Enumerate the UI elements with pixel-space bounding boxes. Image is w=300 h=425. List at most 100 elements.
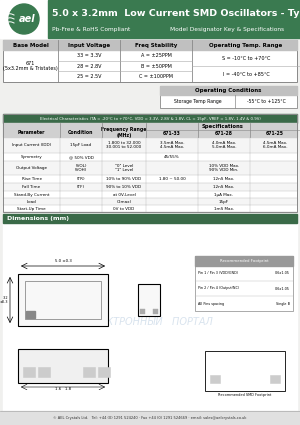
Text: Rise Time: Rise Time xyxy=(22,177,41,181)
Bar xyxy=(205,351,285,391)
Text: 12nS Max.: 12nS Max. xyxy=(213,185,235,189)
Text: Pin 1 / Pin 3 (VDD/GND): Pin 1 / Pin 3 (VDD/GND) xyxy=(198,272,238,275)
Text: 3.5mA Max.
4.5mA Max.: 3.5mA Max. 4.5mA Max. xyxy=(160,141,184,149)
Text: 33 = 3.3V: 33 = 3.3V xyxy=(77,53,101,58)
Bar xyxy=(38,367,50,377)
Text: (TF): (TF) xyxy=(77,185,85,189)
Circle shape xyxy=(9,4,39,34)
Text: 15pF: 15pF xyxy=(219,199,229,204)
Text: 4.0mA Max.
5.0mA Max.: 4.0mA Max. 5.0mA Max. xyxy=(212,141,236,149)
Text: Freq Stability: Freq Stability xyxy=(135,42,177,48)
Text: 12nS Max.: 12nS Max. xyxy=(213,177,235,181)
Text: C(max): C(max) xyxy=(116,199,132,204)
Text: Start-Up Time: Start-Up Time xyxy=(17,207,46,210)
Text: Output Voltage: Output Voltage xyxy=(16,166,47,170)
Text: (TR): (TR) xyxy=(77,177,85,181)
Text: 1.6   1.8: 1.6 1.8 xyxy=(55,387,71,391)
Text: -55°C to +125°C: -55°C to +125°C xyxy=(247,99,286,104)
Text: A = ±25PPM: A = ±25PPM xyxy=(141,53,171,58)
Text: 15pF Load: 15pF Load xyxy=(70,143,92,147)
Bar xyxy=(23,367,35,377)
Text: S = -10°C to +70°C: S = -10°C to +70°C xyxy=(222,56,270,60)
Bar xyxy=(3,153,297,161)
Bar xyxy=(3,198,297,205)
Text: 671-25: 671-25 xyxy=(266,131,284,136)
Text: 45/55%: 45/55% xyxy=(164,155,180,159)
Bar xyxy=(3,214,297,223)
Text: Symmetry: Symmetry xyxy=(21,155,42,159)
Text: Operating Conditions: Operating Conditions xyxy=(195,88,262,93)
Text: at 0V-Level: at 0V-Level xyxy=(112,193,135,196)
Bar xyxy=(3,161,297,175)
Text: ael: ael xyxy=(19,14,35,24)
Text: 10% VDD Max.
90% VDD Min.: 10% VDD Max. 90% VDD Min. xyxy=(209,164,239,172)
Bar xyxy=(3,114,297,212)
Text: Stand-By Current: Stand-By Current xyxy=(14,193,49,196)
Text: 5.0 x 3.2mm  Low Current SMD Oscillators - Type 671: 5.0 x 3.2mm Low Current SMD Oscillators … xyxy=(52,9,300,18)
Bar xyxy=(160,86,297,95)
Text: Electrical Characteristics (TA = -20°C to +70°C, VDD = 3.3V, 2.8V & 1.8V, CL = 1: Electrical Characteristics (TA = -20°C t… xyxy=(40,116,260,121)
Text: 671-33: 671-33 xyxy=(163,131,181,136)
Text: Recommended Footprint: Recommended Footprint xyxy=(220,259,268,263)
Text: Dimensions (mm): Dimensions (mm) xyxy=(7,216,69,221)
Text: 28 = 2.8V: 28 = 2.8V xyxy=(77,63,101,68)
Text: Pin 2 / Pin 4 (Output/NC): Pin 2 / Pin 4 (Output/NC) xyxy=(198,286,239,291)
Text: 5.0 ±0.3: 5.0 ±0.3 xyxy=(55,259,71,263)
Text: All Pins spacing: All Pins spacing xyxy=(198,301,224,306)
Text: Input Current (IDD): Input Current (IDD) xyxy=(12,143,51,147)
Bar xyxy=(210,375,220,383)
Text: 0.6x1.05: 0.6x1.05 xyxy=(275,286,290,291)
Bar xyxy=(3,123,297,137)
Bar xyxy=(3,40,297,82)
Bar xyxy=(3,191,297,198)
Bar xyxy=(98,367,110,377)
Text: 3.2
±0.3: 3.2 ±0.3 xyxy=(0,296,8,304)
Text: Specifications: Specifications xyxy=(202,124,244,129)
Text: Recommended SMD Footprint: Recommended SMD Footprint xyxy=(218,393,272,397)
Text: 90% to 10% VDD: 90% to 10% VDD xyxy=(106,185,142,189)
Bar xyxy=(0,411,300,425)
Text: Base Model: Base Model xyxy=(13,42,48,48)
Text: Storage Temp Range: Storage Temp Range xyxy=(174,99,221,104)
Text: 10% to 90% VDD: 10% to 90% VDD xyxy=(106,177,142,181)
Text: @ 50% VDD: @ 50% VDD xyxy=(69,155,93,159)
Bar xyxy=(195,256,293,311)
Text: 25 = 2.5V: 25 = 2.5V xyxy=(77,74,101,79)
Text: Parameter: Parameter xyxy=(18,130,45,135)
Text: Model Designator Key & Specifications: Model Designator Key & Specifications xyxy=(170,27,284,32)
Text: Condition: Condition xyxy=(68,130,94,135)
Bar xyxy=(3,40,297,50)
Bar xyxy=(3,223,297,411)
Text: Input Voltage: Input Voltage xyxy=(68,42,110,48)
Bar xyxy=(48,0,300,38)
Bar xyxy=(25,281,101,319)
Text: 0V to VDD: 0V to VDD xyxy=(113,207,135,210)
Bar xyxy=(83,367,95,377)
Text: 1.800 to 32.000
30.001 to 52.000: 1.800 to 32.000 30.001 to 52.000 xyxy=(106,141,142,149)
Bar xyxy=(153,309,158,314)
Bar xyxy=(138,284,160,316)
Bar xyxy=(26,311,35,318)
Text: 671
(5x3.2mm & Tristates): 671 (5x3.2mm & Tristates) xyxy=(3,61,58,71)
Text: 1μA Max.: 1μA Max. xyxy=(214,193,233,196)
Bar xyxy=(3,137,297,153)
Text: 1.80 ~ 50.00: 1.80 ~ 50.00 xyxy=(159,177,185,181)
Bar xyxy=(18,349,108,383)
Bar xyxy=(3,183,297,191)
Text: 671-28: 671-28 xyxy=(215,131,233,136)
Text: Fall Time: Fall Time xyxy=(22,185,40,189)
Bar xyxy=(270,375,280,383)
Bar xyxy=(195,256,293,266)
Bar xyxy=(3,175,297,183)
Text: ЭЛЕКТРОННЫЙ   ПОРТАЛ: ЭЛЕКТРОННЫЙ ПОРТАЛ xyxy=(87,317,213,327)
Text: I = -40°C to +85°C: I = -40°C to +85°C xyxy=(223,71,269,76)
Text: B = ±50PPM: B = ±50PPM xyxy=(141,63,171,68)
Text: Load: Load xyxy=(27,199,36,204)
Bar xyxy=(3,205,297,212)
Text: 0.6x1.05: 0.6x1.05 xyxy=(275,272,290,275)
Text: Operating Temp. Range: Operating Temp. Range xyxy=(209,42,283,48)
Bar xyxy=(0,0,48,38)
Text: Pb-Free & RoHS Compliant: Pb-Free & RoHS Compliant xyxy=(52,27,130,32)
Text: Frequency Range
(MHz): Frequency Range (MHz) xyxy=(101,128,147,138)
Bar xyxy=(18,274,108,326)
